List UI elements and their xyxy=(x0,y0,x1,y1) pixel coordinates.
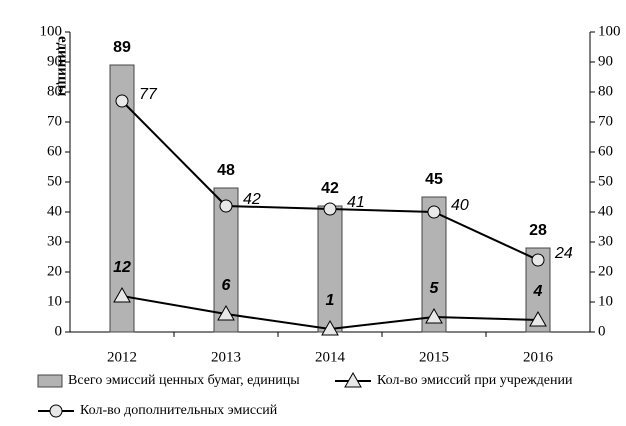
y-tick-label: 20 xyxy=(47,263,62,279)
marker xyxy=(113,286,131,303)
legend-label: Кол-во дополнительных эмиссий xyxy=(80,403,278,418)
y-tick-label: 90 xyxy=(47,53,62,69)
bar-label: 42 xyxy=(321,180,339,197)
marker xyxy=(323,202,337,216)
bar-label: 45 xyxy=(425,171,443,188)
marker xyxy=(427,205,441,219)
x-tick-label: 2014 xyxy=(315,349,346,365)
data-label: 40 xyxy=(451,197,469,214)
marker xyxy=(219,199,233,213)
y2-tick-label: 50 xyxy=(598,173,613,189)
y2-tick-label: 20 xyxy=(598,263,613,279)
y2-tick-label: 70 xyxy=(598,113,613,129)
y-axis-label: единицы xyxy=(55,36,71,97)
y2-tick-label: 60 xyxy=(598,143,613,159)
y2-tick-label: 40 xyxy=(598,203,613,219)
y-tick-label: 10 xyxy=(47,293,62,309)
data-label: 42 xyxy=(243,191,261,208)
data-label: 41 xyxy=(347,194,365,211)
y2-tick-label: 10 xyxy=(598,293,613,309)
bar-label: 89 xyxy=(113,39,131,56)
marker xyxy=(425,307,443,324)
marker xyxy=(529,310,547,327)
y-tick-label: 50 xyxy=(47,173,62,189)
legend-swatch xyxy=(37,374,63,388)
data-label: 12 xyxy=(113,259,131,276)
y-tick-label: 30 xyxy=(47,233,62,249)
y-tick-label: 40 xyxy=(47,203,62,219)
legend-label: Кол-во эмиссий при учреждении xyxy=(377,373,573,388)
y-tick-label: 60 xyxy=(47,143,62,159)
x-tick-label: 2013 xyxy=(211,349,241,365)
marker xyxy=(115,94,129,108)
marker xyxy=(531,253,545,267)
bar xyxy=(317,205,343,333)
y2-tick-label: 0 xyxy=(598,323,606,339)
x-tick-label: 2015 xyxy=(419,349,449,365)
legend-marker xyxy=(49,404,63,418)
y-tick-label: 80 xyxy=(47,83,62,99)
legend-label: Всего эмиссий ценных бумаг, единицы xyxy=(68,373,300,388)
bar-label: 48 xyxy=(217,162,235,179)
marker xyxy=(321,319,339,336)
data-label: 4 xyxy=(533,283,543,300)
y2-tick-label: 80 xyxy=(598,83,613,99)
data-label: 77 xyxy=(139,86,158,103)
data-label: 1 xyxy=(326,292,335,309)
y2-tick-label: 100 xyxy=(598,23,621,39)
legend-marker xyxy=(344,371,362,388)
data-label: 6 xyxy=(222,277,231,294)
y2-tick-label: 90 xyxy=(598,53,613,69)
y-tick-label: 100 xyxy=(40,23,63,39)
y-tick-label: 0 xyxy=(55,323,63,339)
x-tick-label: 2012 xyxy=(107,349,137,365)
bar-label: 28 xyxy=(529,222,547,239)
y2-tick-label: 30 xyxy=(598,233,613,249)
data-label: 24 xyxy=(554,245,573,262)
marker xyxy=(217,304,235,321)
data-label: 5 xyxy=(430,280,440,297)
y-tick-label: 70 xyxy=(47,113,62,129)
x-tick-label: 2016 xyxy=(523,349,554,365)
